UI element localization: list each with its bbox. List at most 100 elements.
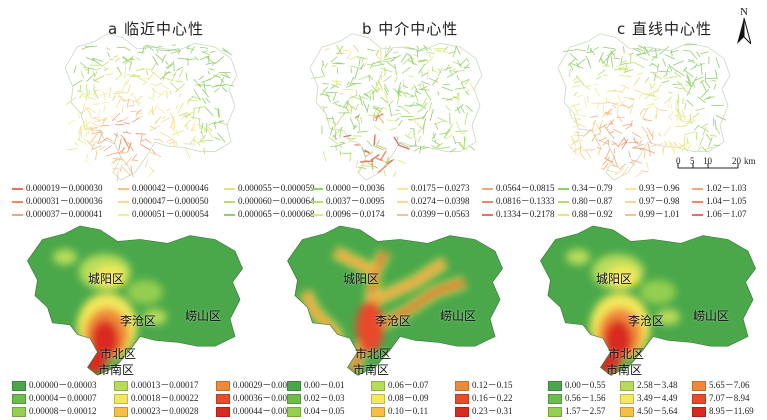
- legend-swatch: [287, 406, 301, 417]
- legend-swatch: [287, 380, 301, 391]
- legend-row: 0.00004－0.00007 0.00018－0.00022 0.00036－0.…: [12, 392, 318, 405]
- legend-swatch: [620, 380, 634, 391]
- legend-label: 0.000031－0.000036: [26, 196, 103, 206]
- legend-label: 0.93－0.96: [639, 183, 680, 193]
- legend-swatch: [692, 200, 703, 203]
- legend-swatch: [371, 406, 385, 417]
- legend-label: 0.97－0.98: [639, 196, 680, 206]
- scale-tick-label: 0: [676, 156, 681, 166]
- legend-swatch: [118, 200, 129, 203]
- legend-betweenness: 0.0000－0.0036 0.0175－0.0273 0.0564－0.0815 0…: [312, 182, 567, 221]
- legend-swatch: [12, 380, 26, 391]
- legend-label: 0.88－0.92: [572, 209, 613, 219]
- road-network-map: [557, 33, 731, 181]
- legend-item: 0.000031－0.000036: [12, 195, 112, 208]
- legend-label: 0.80－0.87: [572, 196, 613, 206]
- legend-swatch: [371, 393, 385, 404]
- district-label: 市南区: [98, 363, 135, 377]
- legend-swatch: [397, 213, 408, 216]
- legend-item: 0.08－0.09: [371, 392, 449, 405]
- legend-item: 0.00018－0.00022: [114, 392, 210, 405]
- legend-label: 0.0399－0.0563: [411, 209, 470, 219]
- legend-label: 0.0000－0.0036: [326, 183, 385, 193]
- legend-item: 3.49－4.49: [620, 392, 686, 405]
- density-maps-row: [27, 225, 756, 376]
- legend-label: 1.04－1.05: [706, 196, 747, 206]
- legend-item: 0.0399－0.0563: [397, 208, 476, 221]
- legend-straightness: 0.34－0.79 0.93－0.96 1.02－1.03 0.80－0.87 0.97…: [558, 182, 759, 221]
- legend-row: 0.34－0.79 0.93－0.96 1.02－1.03: [558, 182, 759, 195]
- legend-label: 0.00004－0.00007: [29, 393, 97, 403]
- legend-swatch: [397, 187, 408, 190]
- legend-swatch: [371, 380, 385, 391]
- legend-row: 0.88－0.92 0.99－1.01 1.06－1.07: [558, 208, 759, 221]
- legend-item: 0.0037－0.0095: [312, 195, 391, 208]
- legend-swatch: [692, 213, 703, 216]
- legend-label: 4.50－5.64: [637, 406, 678, 416]
- legend-item: 0.02－0.03: [287, 392, 365, 405]
- legend-straightness-density: 0.00－0.55 2.58－3.48 5.65－7.06 0.56－1.56 3.49…: [548, 379, 764, 418]
- legend-betweenness-density: 0.00－0.01 0.06－0.07 0.12－0.15 0.02－0.03 0.08…: [287, 379, 539, 418]
- legend-row: 0.02－0.03 0.08－0.09 0.16－0.22: [287, 392, 539, 405]
- legend-swatch: [558, 187, 569, 190]
- legend-swatch: [548, 380, 562, 391]
- legend-item: 1.57－2.57: [548, 405, 614, 418]
- legend-item: 0.00－0.55: [548, 379, 614, 392]
- legend-label: 0.0096－0.0174: [326, 209, 385, 219]
- legend-item: 0.00023－0.00028: [114, 405, 210, 418]
- legend-swatch: [287, 393, 301, 404]
- scale-tick-label: 20: [732, 156, 741, 166]
- legend-label: 0.000042－0.000046: [132, 183, 209, 193]
- legend-swatch: [312, 200, 323, 203]
- legend-item: 0.00－0.01: [287, 379, 365, 392]
- legend-swatch: [558, 200, 569, 203]
- district-label: 李沧区: [628, 314, 665, 328]
- legend-row: 0.00008－0.00012 0.00023－0.00028 0.00044－0.…: [12, 405, 318, 418]
- legend-swatch: [118, 213, 129, 216]
- legend-item: 0.0175－0.0273: [397, 182, 476, 195]
- legend-item: 1.04－1.05: [692, 195, 753, 208]
- legend-swatch: [625, 200, 636, 203]
- legend-item: 0.34－0.79: [558, 182, 619, 195]
- legend-swatch: [114, 406, 128, 417]
- legend-item: 0.04－0.05: [287, 405, 365, 418]
- district-label: 崂山区: [693, 309, 730, 323]
- district-label: 城阳区: [343, 272, 380, 286]
- scale-labels: 0 5 10 20 km: [672, 156, 767, 166]
- legend-row: 0.00－0.01 0.06－0.07 0.12－0.15: [287, 379, 539, 392]
- density-map: [287, 225, 503, 376]
- legend-row: 0.000031－0.000036 0.000047－0.000050 0.0000…: [12, 195, 330, 208]
- legend-label: 0.00013－0.00017: [131, 380, 199, 390]
- legend-closeness: 0.000019－0.000030 0.000042－0.000046 0.0000…: [12, 182, 330, 221]
- legend-swatch: [625, 213, 636, 216]
- legend-item: 0.000055－0.000059: [224, 182, 324, 195]
- legend-swatch: [12, 213, 23, 216]
- network-maps-row: [64, 33, 731, 182]
- legend-swatch: [114, 380, 128, 391]
- legend-swatch: [692, 187, 703, 190]
- scale-tick-label: 10: [703, 156, 712, 166]
- legend-item: 0.1334－0.2178: [482, 208, 561, 221]
- legend-label: 0.08－0.09: [388, 393, 429, 403]
- legend-row: 0.0037－0.0095 0.0274－0.0398 0.0816－0.1333: [312, 195, 567, 208]
- legend-label: 0.23－0.31: [472, 406, 513, 416]
- legend-item: 0.16－0.22: [455, 392, 533, 405]
- legend-item: 1.06－1.07: [692, 208, 753, 221]
- legend-row: 0.000037－0.000041 0.000051－0.000054 0.0000…: [12, 208, 330, 221]
- legend-swatch: [455, 406, 469, 417]
- legend-swatch: [548, 393, 562, 404]
- legend-item: 0.00013－0.00017: [114, 379, 210, 392]
- district-label: 市北区: [608, 347, 645, 361]
- legend-label: 0.00－0.55: [565, 380, 606, 390]
- district-label: 崂山区: [440, 309, 477, 323]
- legend-swatch: [12, 200, 23, 203]
- legend-label: 0.0816－0.1333: [496, 196, 555, 206]
- legend-item: 0.00000－0.00003: [12, 379, 108, 392]
- legend-item: 0.0816－0.1333: [482, 195, 561, 208]
- legend-swatch: [692, 406, 706, 417]
- legend-label: 0.000065－0.000068: [238, 209, 315, 219]
- road-network-map: [64, 33, 238, 182]
- density-map: [540, 225, 756, 376]
- legend-label: 0.00008－0.00012: [29, 406, 97, 416]
- legend-label: 0.00018－0.00022: [131, 393, 199, 403]
